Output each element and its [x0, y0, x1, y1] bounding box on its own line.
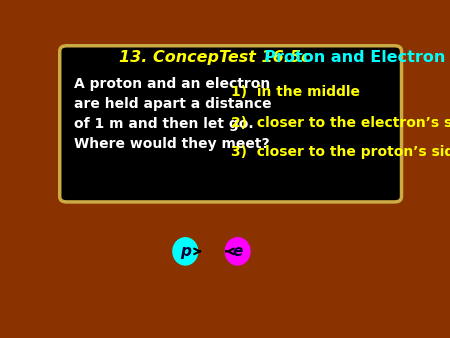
Text: 2)  closer to the electron’s side: 2) closer to the electron’s side: [230, 116, 450, 130]
Text: 3)  closer to the proton’s side: 3) closer to the proton’s side: [230, 145, 450, 159]
Text: 13. ConcepTest 16.5c: 13. ConcepTest 16.5c: [119, 50, 310, 65]
FancyBboxPatch shape: [60, 46, 401, 202]
Text: A proton and an electron
are held apart a distance
of 1 m and then let go.
Where: A proton and an electron are held apart …: [74, 77, 271, 151]
Text: 1)  in the middle: 1) in the middle: [230, 85, 360, 99]
Text: Proton and Electron III: Proton and Electron III: [253, 50, 450, 65]
Ellipse shape: [225, 237, 251, 266]
Text: p: p: [180, 244, 191, 259]
Ellipse shape: [172, 237, 198, 266]
Text: e: e: [232, 244, 243, 259]
